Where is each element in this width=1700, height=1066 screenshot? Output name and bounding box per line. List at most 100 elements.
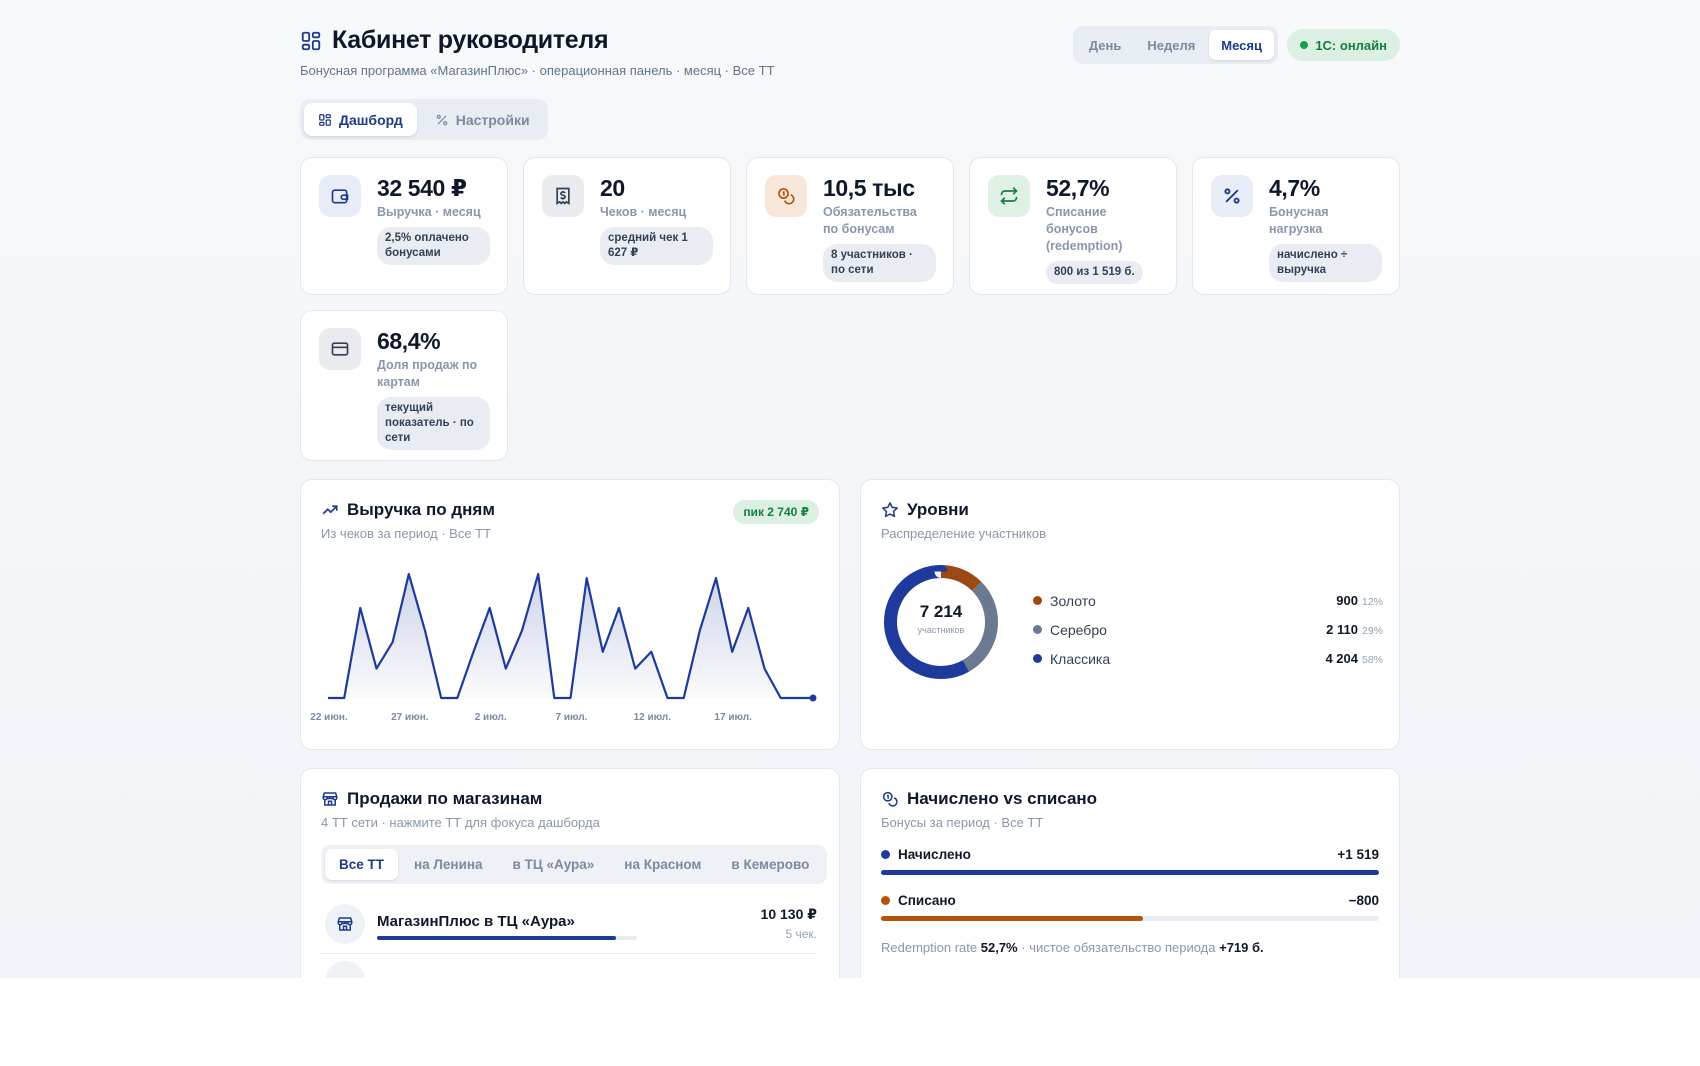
kpi-label: Доля продаж по картам [377,358,478,389]
kpi-chip: 800 из 1 519 б. [1046,261,1143,284]
accrued-label-wrap: Начислено [881,847,1379,862]
period-week-button[interactable]: Неделя [1147,37,1196,53]
kpi-chip: 8 участников · по сети [823,244,936,282]
online-dot-icon [1300,41,1309,49]
legend-pct: 58% [1361,654,1383,666]
levels-panel-title: Уровни [907,500,969,519]
store-tab-lenina[interactable]: на Ленина [414,857,483,872]
spent-dot-icon [881,896,890,905]
trending-up-icon [322,505,338,515]
kpi-card-checks: 20 Чеков · месяц средний чек 1 627 ₽ [523,157,731,295]
store-revenue: 10 130 ₽ [760,906,817,922]
tab-dashboard-label: Дашборд [339,111,403,128]
legend-name: Серебро [1050,621,1107,638]
main-tabs: Дашборд Настройки [300,99,548,140]
accrued-bar [881,870,1379,875]
bonuses-panel-header: Начислено vs списано [881,789,1097,809]
viewport: Кабинет руководителя Бонусная программа … [0,0,1700,978]
legend-name: Золото [1050,592,1096,609]
period-switcher: День Неделя Месяц [1072,26,1278,64]
store-tab-aura[interactable]: в ТЦ «Аура» [512,857,595,872]
repeat-icon [988,175,1030,217]
x-tick-label: 27 июн. [391,712,429,723]
kpi-card-card-share: 68,4% Доля продаж по картам текущий пока… [300,310,508,461]
store-icon [322,792,338,806]
accrued-row: Начислено +1 519 [881,847,1379,875]
legend-value-wrap: 2 110 29% [1326,622,1383,637]
period-month-button[interactable]: Месяц [1209,30,1274,60]
legend-value-wrap: 4 204 58% [1325,651,1383,666]
levels-panel-header: Уровни [881,500,969,520]
store-check-count: 5 чек. [785,927,817,941]
store-tab-kemerovo[interactable]: в Кемерово [731,857,810,872]
sync-status-text: 1С: онлайн [1315,37,1387,53]
period-day-button[interactable]: День [1088,37,1122,53]
gold-dot-icon [1033,596,1042,605]
legend-value: 4 204 [1325,651,1358,666]
store-row[interactable]: МагазинПлюс в ТЦ «Аура» 10 130 ₽ 5 чек. [321,902,817,954]
kpi-chip: 2,5% оплачено бонусами [377,227,490,265]
kpi-label: Выручка · месяц [377,205,481,219]
donut-segment-2 [884,565,998,679]
grid-icon [319,113,331,126]
page-bottom [0,978,1700,1066]
kpi-value: 32 540 ₽ [377,175,467,201]
receipt-icon [542,175,584,217]
levels-panel: Уровни Распределение участников 7 214 уч… [860,479,1400,750]
kpi-value: 10,5 тыс [823,175,915,201]
revenue-panel-title: Выручка по дням [347,500,495,519]
kpi-value: 52,7% [1046,175,1110,201]
bonuses-panel-subtitle: Бонусы за период · Все ТТ [881,815,1044,830]
tab-settings-label: Настройки [455,111,530,128]
summary-mid: · чистое обязательство периода [1021,940,1216,955]
summary-rate: 52,7% [980,940,1018,955]
accrued-track [881,870,1379,875]
store-filter-tabs: Все ТТ на Ленина в ТЦ «Аура» на Красном … [321,845,828,884]
coins-icon [765,175,807,217]
kpi-value: 68,4% [377,328,441,354]
revenue-panel: Выручка по дням Из чеков за период · Все… [300,479,840,750]
legend-value: 900 [1336,593,1358,608]
donut-segment-1 [884,565,998,679]
kpi-chip: средний чек 1 627 ₽ [600,227,713,265]
tab-dashboard[interactable]: Дашборд [304,103,417,136]
store-icon-partial [325,961,365,978]
legend-name: Классика [1050,650,1111,667]
legend-item-classic: Классика 4 204 58% [1033,644,1383,673]
star-icon [882,502,898,518]
kpi-card-bonus-load: 4,7% Бонусная нагрузка начислено ÷ выруч… [1192,157,1400,295]
store-tab-all[interactable]: Все ТТ [325,849,399,880]
revenue-panel-subtitle: Из чеков за период · Все ТТ [321,526,492,541]
spent-track [881,916,1379,921]
page-title: Кабинет руководителя [332,26,609,54]
legend-value-wrap: 900 12% [1336,593,1383,608]
x-tick-label: 2 июл. [475,712,507,723]
legend-item-silver: Серебро 2 110 29% [1033,615,1383,644]
kpi-card-revenue: 32 540 ₽ Выручка · месяц 2,5% оплачено б… [300,157,508,295]
x-tick-label: 12 июл. [634,712,672,723]
percent-icon [1211,175,1253,217]
kpi-chip: начислено ÷ выручка [1269,244,1382,282]
store-tab-krasnom[interactable]: на Красном [624,857,702,872]
donut-total: 7 214 [919,602,963,621]
store-icon [325,904,365,944]
stores-panel-header: Продажи по магазинам [321,789,542,809]
peak-badge: пик 2 740 ₽ [733,500,819,524]
silver-dot-icon [1033,625,1042,634]
legend-value: 2 110 [1326,622,1358,637]
dashboard-grid-icon [301,31,321,50]
legend-pct: 29% [1361,625,1383,637]
sync-status-badge: 1С: онлайн [1287,29,1400,61]
tab-settings[interactable]: Настройки [421,103,544,136]
legend-item-gold: Золото 900 12% [1033,586,1383,615]
x-tick-label: 22 июн. [310,712,348,723]
stores-panel-subtitle: 4 ТТ сети · нажмите ТТ для фокуса дашбор… [321,815,600,830]
x-tick-label: 7 июл. [556,712,588,723]
redemption-summary: Redemption rate 52,7% · чистое обязатель… [881,940,1264,955]
revenue-panel-header: Выручка по дням [321,500,495,520]
revenue-line [328,572,813,700]
card-icon [319,328,361,370]
kpi-value: 20 [600,175,625,201]
spent-label-wrap: Списано [881,893,1379,908]
summary-net: +719 б. [1219,940,1264,955]
